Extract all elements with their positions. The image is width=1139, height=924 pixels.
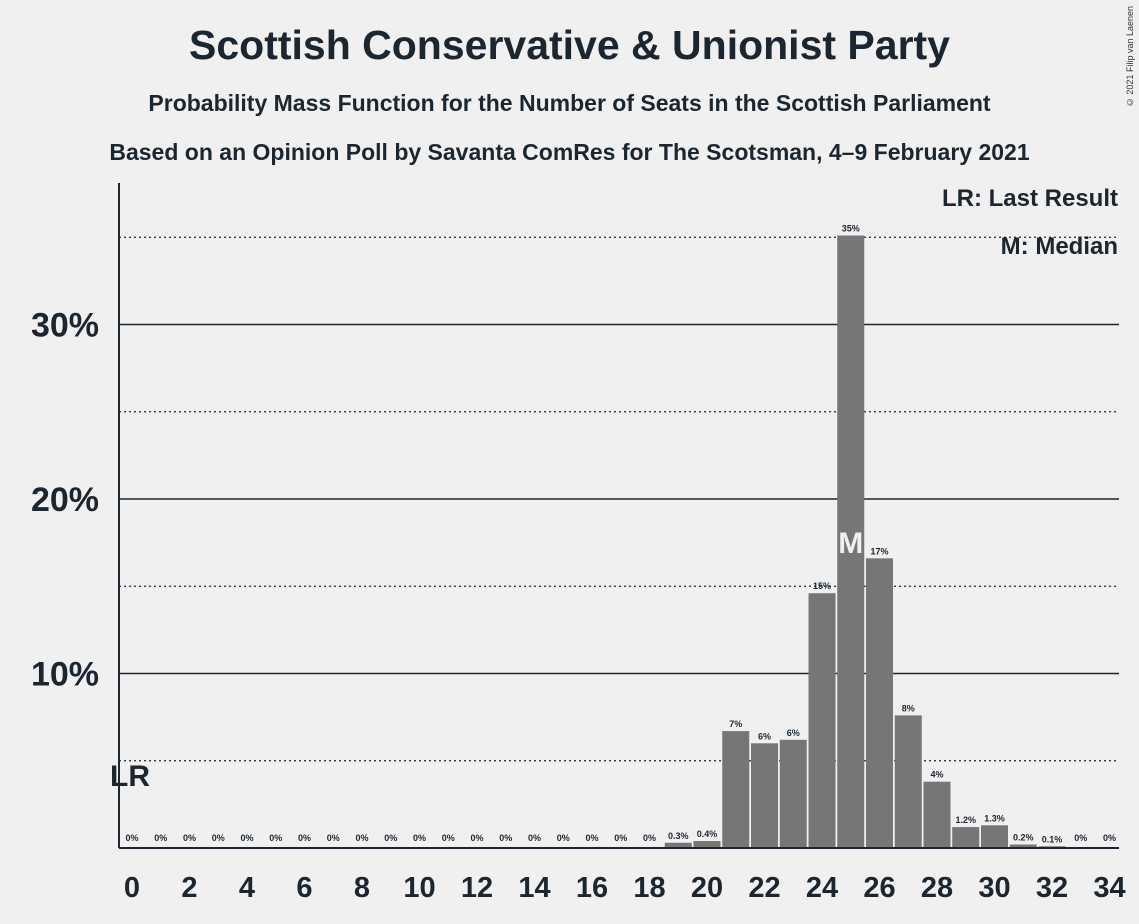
legend-median: M: Median — [1000, 233, 1118, 260]
bar-label-seat-16: 0% — [585, 833, 598, 843]
median-marker: M — [838, 527, 863, 560]
x-tick-14: 14 — [518, 872, 550, 904]
bar-label-seat-5: 0% — [269, 833, 282, 843]
x-tick-24: 24 — [806, 872, 838, 904]
bar-label-seat-9: 0% — [384, 833, 397, 843]
bar-label-seat-0: 0% — [125, 833, 138, 843]
bar-seat-30 — [981, 825, 1008, 848]
x-tick-18: 18 — [633, 872, 665, 904]
chart-title: Scottish Conservative & Unionist Party — [189, 22, 950, 68]
bar-seat-22 — [751, 743, 778, 848]
bar-label-seat-15: 0% — [557, 833, 570, 843]
last-result-marker: LR — [110, 760, 150, 793]
y-tick-30: 30% — [31, 307, 99, 345]
bar-label-seat-30: 1.3% — [984, 813, 1005, 823]
bar-seat-31 — [1009, 844, 1037, 848]
bar-seat-25 — [837, 235, 865, 848]
bar-label-seat-27: 8% — [902, 703, 915, 713]
x-tick-0: 0 — [124, 872, 140, 904]
bar-label-seat-25: 35% — [842, 224, 860, 234]
bar-label-seat-7: 0% — [327, 833, 340, 843]
bar-label-seat-2: 0% — [183, 833, 196, 843]
x-tick-22: 22 — [748, 872, 780, 904]
bar-seat-19 — [664, 842, 692, 848]
legend-last-result: LR: Last Result — [941, 185, 1118, 212]
bar-label-seat-12: 0% — [470, 833, 483, 843]
y-tick-labels: 10% 20% 30% — [31, 307, 99, 694]
bar-label-seat-21: 7% — [729, 719, 742, 729]
x-tick-28: 28 — [921, 872, 953, 904]
bar-seat-20 — [693, 841, 721, 848]
bar-label-seat-1: 0% — [154, 833, 167, 843]
x-tick-6: 6 — [296, 872, 312, 904]
bar-label-seat-26: 17% — [870, 546, 888, 556]
x-tick-34: 34 — [1093, 872, 1125, 904]
chart-source-line: Based on an Opinion Poll by Savanta ComR… — [109, 139, 1030, 165]
x-tick-labels: 0 2 4 6 8 10 12 14 16 18 20 22 24 26 28 30 32 34 — [124, 872, 1126, 904]
bar-seat-21 — [722, 731, 750, 848]
x-tick-4: 4 — [239, 872, 255, 904]
y-tick-10: 10% — [31, 656, 99, 694]
bar-seat-26 — [866, 558, 893, 848]
bar-seat-28 — [923, 781, 951, 848]
bar-label-seat-14: 0% — [528, 833, 541, 843]
bar-seat-24 — [808, 593, 836, 848]
y-tick-20: 20% — [31, 481, 99, 519]
bar-label-seat-32: 0.1% — [1042, 834, 1063, 844]
x-tick-2: 2 — [181, 872, 197, 904]
bar-label-seat-24: 15% — [813, 581, 831, 591]
bar-seat-27 — [894, 715, 922, 848]
bar-label-seat-4: 0% — [240, 833, 253, 843]
x-tick-26: 26 — [863, 872, 895, 904]
bar-label-seat-22: 6% — [758, 731, 771, 741]
bar-label-seat-28: 4% — [930, 770, 943, 780]
bar-label-seat-18: 0% — [643, 833, 656, 843]
x-tick-12: 12 — [461, 872, 493, 904]
x-tick-20: 20 — [691, 872, 723, 904]
bar-label-seat-11: 0% — [442, 833, 455, 843]
bar-label-seat-34: 0% — [1103, 833, 1116, 843]
bar-label-seat-13: 0% — [499, 833, 512, 843]
chart-subtitle: Probability Mass Function for the Number… — [148, 90, 991, 116]
bar-label-seat-6: 0% — [298, 833, 311, 843]
bar-label-seat-17: 0% — [614, 833, 627, 843]
x-tick-16: 16 — [576, 872, 608, 904]
bar-label-seat-10: 0% — [413, 833, 426, 843]
x-tick-30: 30 — [978, 872, 1010, 904]
axes — [118, 183, 1119, 849]
bar-label-seat-3: 0% — [212, 833, 225, 843]
bar-label-seat-33: 0% — [1074, 833, 1087, 843]
markers: M LR — [110, 527, 863, 793]
bar-label-seat-19: 0.3% — [668, 831, 689, 841]
bar-label-seat-20: 0.4% — [697, 829, 718, 839]
bar-label-seat-8: 0% — [355, 833, 368, 843]
x-tick-32: 32 — [1036, 872, 1068, 904]
bar-seat-29 — [952, 827, 980, 848]
bar-labels: 0% 0% 0% 0% 0% 0% 0% 0% 0% 0% 0% 0% 0% 0% 0% 0% 0% 0% 0% 0.… — [125, 224, 1116, 845]
bars — [664, 235, 1066, 848]
bar-label-seat-31: 0.2% — [1013, 833, 1034, 843]
gridlines — [119, 236, 1119, 762]
bar-label-seat-23: 6% — [787, 728, 800, 738]
x-tick-10: 10 — [403, 872, 435, 904]
x-tick-8: 8 — [354, 872, 370, 904]
bar-seat-23 — [779, 739, 807, 848]
bar-label-seat-29: 1.2% — [955, 815, 976, 825]
